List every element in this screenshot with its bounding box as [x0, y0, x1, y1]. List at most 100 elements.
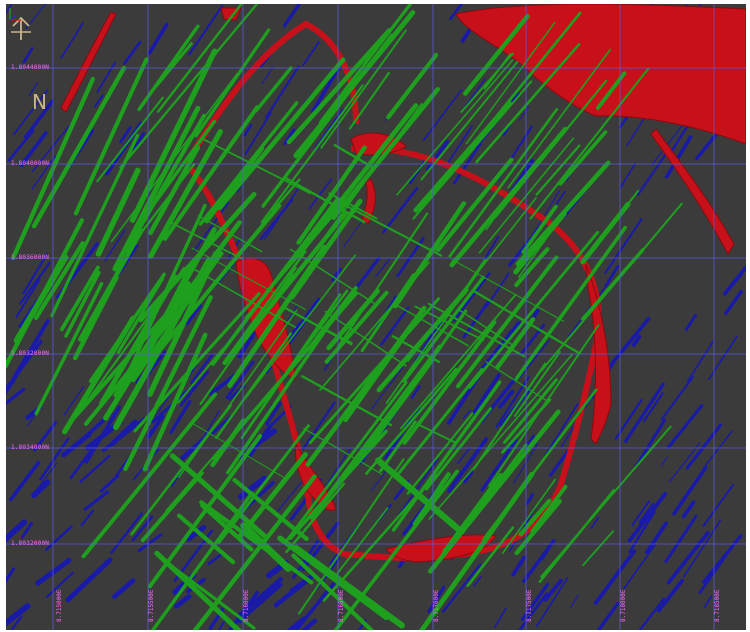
green-vein-cross [197, 214, 263, 253]
blue-vein [427, 585, 446, 614]
blue-vein [666, 404, 704, 449]
easting-label-4: 8.716500E [338, 589, 345, 622]
green-vein [162, 105, 260, 241]
green-vein-cross [301, 375, 393, 427]
blue-vein [65, 557, 113, 603]
green-vein [324, 290, 389, 364]
blue-vein [169, 399, 192, 434]
green-vein [211, 197, 340, 366]
green-vein-cross [201, 137, 312, 195]
blue-vein [650, 120, 686, 166]
green-vein [59, 265, 100, 332]
blue-vein [101, 417, 146, 452]
green-vein [142, 332, 208, 472]
blue-vein [147, 22, 169, 55]
green-vein [448, 108, 559, 258]
green-vein-cross [328, 192, 378, 220]
green-vein [514, 350, 561, 417]
blue-vein [96, 61, 116, 93]
blue-vein [522, 539, 556, 583]
blue-vein [99, 474, 120, 493]
blue-vein [146, 414, 165, 439]
green-vein-cross [324, 310, 407, 367]
green-vein [31, 65, 127, 229]
blue-vein [302, 41, 320, 67]
blue-vein [227, 590, 259, 630]
geology-map-canvas[interactable] [6, 4, 746, 630]
blue-vein [664, 514, 698, 564]
blue-vein [623, 382, 665, 443]
blue-vein [19, 261, 51, 305]
green-vein [34, 281, 104, 416]
blue-vein [702, 484, 734, 527]
blue-vein [22, 47, 34, 64]
blue-vein [131, 515, 154, 542]
blue-vein [28, 82, 38, 97]
green-vein-cross [192, 423, 288, 480]
green-vein [6, 218, 85, 369]
blue-vein [209, 373, 238, 396]
blue-vein [478, 320, 521, 373]
blue-vein [110, 512, 143, 554]
green-vein [580, 248, 645, 321]
blue-vein [236, 576, 284, 620]
blue-vein [498, 389, 515, 409]
blue-vein [638, 502, 655, 524]
blue-vein [20, 521, 33, 539]
green-vein [343, 317, 419, 423]
red-orebody-northeast [455, 4, 746, 145]
blue-vein [472, 575, 482, 587]
green-vein-cross [414, 305, 485, 342]
green-vein [156, 4, 243, 113]
blue-vein [190, 353, 214, 385]
green-vein [466, 526, 515, 588]
green-vein [420, 60, 519, 181]
north-label: N [32, 90, 47, 114]
easting-label-6: 8.717500E [526, 589, 533, 622]
blue-vein [179, 370, 210, 407]
northing-label-1: 1.8044000N [11, 64, 50, 71]
green-vein [515, 160, 611, 267]
blue-vein [6, 519, 28, 542]
map-viewport[interactable]: 1.8044000N 1.8040000N 1.8036000N 1.80320… [6, 4, 746, 630]
green-vein [428, 353, 574, 520]
green-vein-cross [427, 302, 526, 358]
blue-vein [237, 583, 283, 624]
green-vein [215, 332, 292, 439]
blue-vein [604, 264, 620, 288]
green-vein [462, 443, 528, 530]
green-vein [95, 167, 141, 257]
blue-vein [590, 516, 600, 529]
green-vein [177, 348, 224, 404]
blue-vein [631, 500, 650, 527]
blue-vein [12, 319, 50, 380]
blue-vein [301, 401, 336, 451]
blue-vein [642, 392, 664, 423]
blue-vein [703, 430, 733, 469]
green-vein [501, 478, 557, 554]
axes-triad-icon [9, 8, 21, 21]
green-vein [331, 86, 441, 220]
easting-label-1: 8.715000E [56, 589, 63, 622]
northing-label-6: 1.8032000N [11, 540, 50, 547]
blue-vein [570, 594, 579, 608]
blue-vein [7, 129, 35, 162]
blue-vein [265, 401, 282, 426]
green-vein [535, 144, 581, 196]
green-vein [285, 289, 349, 374]
green-vein [392, 201, 467, 309]
green-vein-cross [473, 290, 582, 355]
blue-vein [31, 154, 57, 190]
blue-vein [518, 592, 549, 630]
easting-label-8: 8.718500E [714, 589, 721, 622]
blue-vein [22, 252, 48, 295]
green-vein [379, 420, 417, 473]
green-vein-cross [303, 427, 383, 475]
green-vein [151, 491, 254, 630]
blue-vein [685, 423, 723, 470]
green-vein [335, 507, 389, 576]
green-vein [64, 270, 101, 338]
green-vein [521, 204, 558, 254]
blue-vein [225, 360, 255, 400]
coordinate-grid [6, 4, 746, 630]
